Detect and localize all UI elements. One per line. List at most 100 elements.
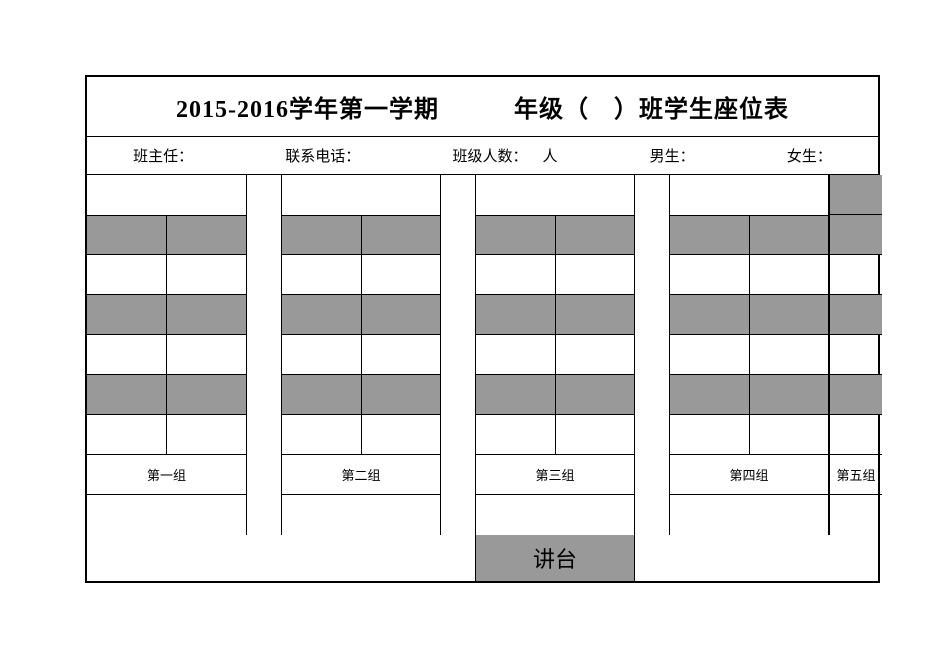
seat-cell: [830, 335, 882, 374]
seat-cell: [362, 295, 441, 334]
seat-cell: [670, 255, 750, 294]
seat-row: [476, 335, 634, 375]
seat-cell: [556, 375, 635, 414]
seat-cell: [362, 415, 441, 454]
seat-cell: [476, 295, 556, 334]
seat-cell: [362, 216, 441, 254]
seat-cell: [830, 255, 882, 294]
seat-row: [830, 375, 882, 415]
group-3: 第三组: [475, 175, 635, 535]
seat-row: [476, 295, 634, 335]
seat-row: [830, 415, 882, 455]
seat-cell: [670, 415, 750, 454]
seat-cell: [87, 216, 167, 254]
seat-cell: [362, 375, 441, 414]
seat-cell: [476, 415, 556, 454]
seat-row: [87, 415, 246, 455]
seat-row: [87, 335, 246, 375]
seat-row: [476, 415, 634, 455]
seat-cell: [750, 335, 829, 374]
seat-row: [830, 335, 882, 375]
seat-cell: [750, 255, 829, 294]
seat-row: [670, 375, 828, 415]
seat-row: [670, 335, 828, 375]
seat-cell: [167, 335, 246, 374]
seat-cell: [670, 216, 750, 254]
seat-cell: [670, 335, 750, 374]
podium-row: 讲台: [87, 535, 878, 581]
seat-cell: [87, 295, 167, 334]
seat-cell: [556, 295, 635, 334]
count-text: 班级人数：: [452, 149, 527, 165]
seat-row: [282, 375, 440, 415]
spacer-cell: [87, 175, 246, 215]
teacher-label: 班主任：: [133, 145, 193, 166]
seat-row: [670, 215, 828, 255]
seat-cell: [87, 415, 167, 454]
seat-cell: [830, 375, 882, 414]
seat-row: [830, 175, 882, 215]
count-label: 班级人数： 人: [452, 145, 557, 166]
group-2-label: 第二组: [282, 455, 440, 495]
seating-chart-container: 2015-2016学年第一学期 年级（ ）班学生座位表 班主任： 联系电话： 班…: [85, 75, 880, 583]
seat-row: [87, 375, 246, 415]
podium: 讲台: [475, 535, 635, 581]
seat-cell: [362, 335, 441, 374]
spacer-cell: [282, 175, 440, 215]
info-row: 班主任： 联系电话： 班级人数： 人 男生： 女生：: [87, 137, 878, 175]
group-4-label: 第四组: [670, 455, 828, 495]
seat-row: [830, 255, 882, 295]
group-3-label: 第三组: [476, 455, 634, 495]
boys-label: 男生：: [650, 145, 695, 166]
seat-cell: [167, 216, 246, 254]
seat-cell: [167, 415, 246, 454]
seat-cell: [556, 216, 635, 254]
spacer-cell: [670, 175, 828, 215]
seat-row: [282, 335, 440, 375]
seat-row: [476, 215, 634, 255]
seat-cell: [670, 295, 750, 334]
seat-cell: [282, 415, 362, 454]
seat-cell: [830, 215, 882, 254]
seat-cell: [87, 255, 167, 294]
seat-cell: [750, 375, 829, 414]
seat-cell: [87, 375, 167, 414]
count-unit: 人: [542, 149, 557, 165]
spacer-cell: [476, 175, 634, 215]
seat-cell: [670, 375, 750, 414]
seat-cell: [167, 295, 246, 334]
seat-row: [670, 295, 828, 335]
seat-cell: [282, 216, 362, 254]
seat-cell: [282, 375, 362, 414]
group-5: 第五组: [829, 175, 882, 535]
seat-cell: [476, 255, 556, 294]
seat-cell: [830, 175, 882, 214]
seat-cell: [167, 375, 246, 414]
seat-row: [87, 255, 246, 295]
group-4: 第四组: [669, 175, 829, 535]
seat-cell: [282, 335, 362, 374]
group-2: 第二组: [281, 175, 441, 535]
seat-row: [282, 415, 440, 455]
seat-cell: [282, 295, 362, 334]
seating-area: 第一组 第二组 第三组: [87, 175, 878, 535]
seat-cell: [830, 295, 882, 334]
seat-cell: [750, 216, 829, 254]
seat-row: [830, 215, 882, 255]
seat-cell: [87, 335, 167, 374]
seat-cell: [476, 375, 556, 414]
seat-cell: [750, 415, 829, 454]
seat-row: [87, 215, 246, 255]
seat-cell: [750, 295, 829, 334]
seat-cell: [476, 335, 556, 374]
seat-row: [670, 415, 828, 455]
seat-row: [282, 215, 440, 255]
seat-row: [476, 255, 634, 295]
seat-cell: [167, 255, 246, 294]
group-1-label: 第一组: [87, 455, 246, 495]
group-5-label: 第五组: [830, 455, 882, 495]
seat-row: [830, 295, 882, 335]
seat-row: [87, 295, 246, 335]
seat-row: [476, 375, 634, 415]
seat-cell: [282, 255, 362, 294]
